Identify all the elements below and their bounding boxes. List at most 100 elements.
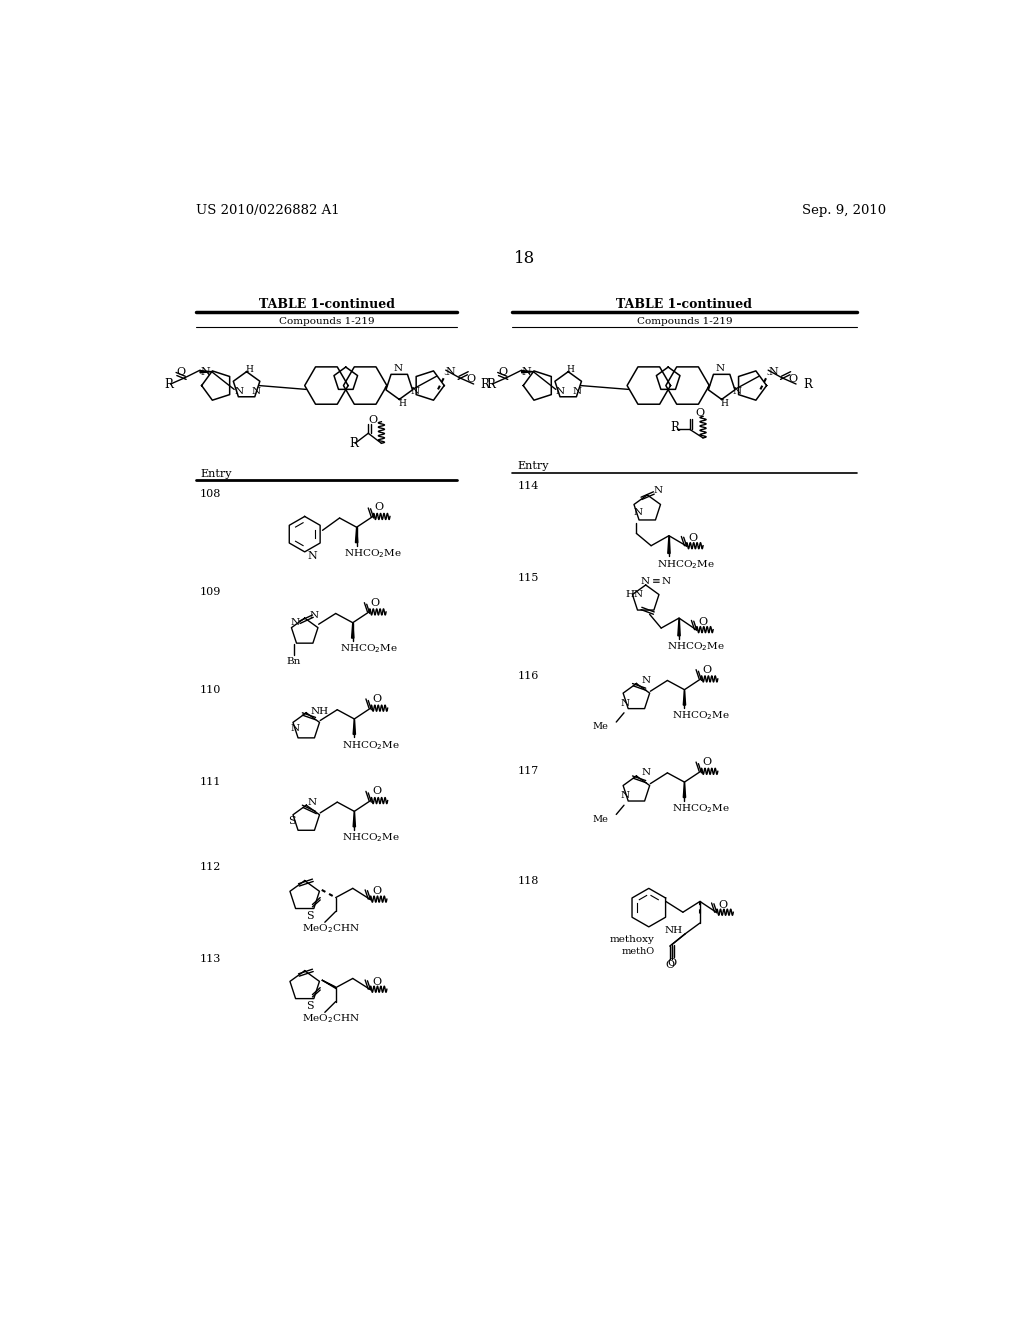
Text: US 2010/0226882 A1: US 2010/0226882 A1 [197, 205, 340, 218]
Text: Sep. 9, 2010: Sep. 9, 2010 [802, 205, 887, 218]
Text: R: R [486, 378, 495, 391]
Text: H: H [566, 364, 574, 374]
Text: N: N [768, 367, 778, 376]
Text: N: N [653, 486, 663, 495]
Text: N: N [572, 387, 582, 396]
Text: N: N [732, 387, 741, 396]
Text: R: R [803, 378, 812, 391]
Text: N: N [521, 367, 531, 376]
Text: N: N [633, 508, 642, 517]
Text: 115: 115 [518, 573, 540, 583]
Text: O: O [695, 408, 705, 417]
Text: TABLE 1-continued: TABLE 1-continued [616, 298, 753, 312]
Text: 109: 109 [200, 587, 221, 597]
Text: H: H [245, 364, 253, 374]
Text: O: O [375, 502, 384, 512]
Text: O: O [688, 533, 697, 543]
Text: O: O [702, 758, 712, 767]
Text: N: N [641, 676, 650, 685]
Text: methoxy: methoxy [609, 936, 654, 944]
Text: N: N [308, 797, 316, 807]
Text: Me: Me [593, 814, 608, 824]
Polygon shape [200, 371, 212, 372]
Text: 116: 116 [518, 671, 540, 681]
Text: N: N [716, 364, 725, 374]
Text: 111: 111 [200, 777, 221, 787]
Polygon shape [683, 781, 686, 797]
Text: 110: 110 [200, 685, 221, 694]
Text: methO: methO [622, 946, 654, 956]
Text: O: O [698, 616, 708, 627]
Polygon shape [353, 812, 355, 826]
Text: O: O [719, 899, 728, 909]
Text: N: N [641, 768, 650, 777]
Text: O: O [499, 367, 508, 376]
Text: Me: Me [593, 722, 608, 731]
Text: O: O [177, 367, 186, 376]
Text: Compounds 1-219: Compounds 1-219 [279, 317, 375, 326]
Text: O: O [369, 416, 378, 425]
Text: MeO$_2$CHN: MeO$_2$CHN [302, 1012, 359, 1024]
Text: Compounds 1-219: Compounds 1-219 [637, 317, 732, 326]
Text: H: H [721, 399, 729, 408]
Text: MeO$_2$CHN: MeO$_2$CHN [302, 921, 359, 935]
Text: O: O [466, 375, 475, 384]
Text: O: O [666, 960, 674, 970]
Polygon shape [355, 527, 357, 543]
Text: O: O [372, 787, 381, 796]
Text: O: O [372, 694, 381, 704]
Text: NHCO$_2$Me: NHCO$_2$Me [656, 558, 715, 570]
Text: R: R [671, 421, 679, 434]
Text: 118: 118 [518, 875, 540, 886]
Text: N: N [291, 618, 300, 627]
Polygon shape [521, 371, 534, 372]
Polygon shape [353, 719, 355, 734]
Polygon shape [668, 536, 670, 553]
Text: N: N [291, 723, 300, 733]
Text: R: R [165, 378, 173, 391]
Text: O: O [702, 665, 712, 675]
Text: NHCO$_2$Me: NHCO$_2$Me [672, 801, 730, 814]
Text: NHCO$_2$Me: NHCO$_2$Me [342, 739, 399, 751]
Text: R: R [349, 437, 357, 450]
Text: S: S [306, 911, 314, 921]
Text: NHCO$_2$Me: NHCO$_2$Me [342, 832, 399, 843]
Text: 114: 114 [518, 480, 540, 491]
Text: 112: 112 [200, 862, 221, 871]
Text: N: N [307, 550, 316, 561]
Text: N: N [410, 387, 419, 396]
Text: H: H [398, 399, 407, 408]
Text: NHCO$_2$Me: NHCO$_2$Me [672, 709, 730, 722]
Text: N: N [621, 792, 630, 800]
Text: N: N [309, 611, 318, 619]
Polygon shape [351, 623, 354, 638]
Text: TABLE 1-continued: TABLE 1-continued [259, 298, 395, 312]
Text: Entry: Entry [518, 462, 549, 471]
Text: S: S [306, 1001, 314, 1011]
Text: NHCO$_2$Me: NHCO$_2$Me [344, 546, 402, 560]
Text: N: N [200, 367, 210, 376]
Text: 113: 113 [200, 954, 221, 964]
Text: Entry: Entry [200, 469, 231, 479]
Text: NH: NH [665, 927, 683, 935]
Text: O: O [668, 958, 677, 968]
Text: O: O [371, 598, 380, 607]
Text: O: O [372, 887, 381, 896]
Text: S: S [288, 816, 295, 825]
Text: N$\equiv$N: N$\equiv$N [640, 576, 672, 586]
Text: N: N [621, 700, 630, 708]
Text: N: N [445, 367, 456, 376]
Text: O: O [788, 375, 798, 384]
Text: 108: 108 [200, 490, 221, 499]
Text: NHCO$_2$Me: NHCO$_2$Me [340, 643, 398, 655]
Text: NH: NH [311, 706, 329, 715]
Text: N: N [393, 364, 402, 374]
Text: N: N [251, 387, 260, 396]
Polygon shape [322, 979, 336, 989]
Text: N: N [234, 387, 244, 396]
Text: 117: 117 [518, 766, 539, 776]
Text: O: O [372, 977, 381, 986]
Text: NHCO$_2$Me: NHCO$_2$Me [667, 640, 724, 653]
Polygon shape [678, 618, 680, 636]
Text: N: N [556, 387, 565, 396]
